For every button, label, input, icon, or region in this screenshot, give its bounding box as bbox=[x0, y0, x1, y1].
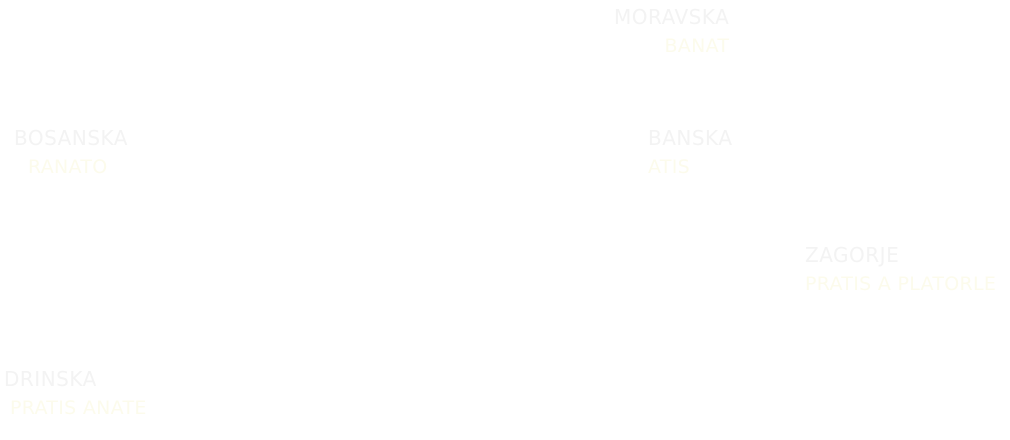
region-subtitle: ATIS bbox=[648, 156, 690, 178]
region-title: ZAGORJE bbox=[805, 243, 900, 267]
map-label-group: MORAVSKA BANAT bbox=[614, 3, 729, 61]
region-title: BANSKA bbox=[648, 126, 733, 150]
region-subtitle: BANAT bbox=[664, 35, 730, 57]
map-label-group: BOSANSKA RANATO bbox=[14, 124, 128, 182]
map-label-group: DRINSKA PRATIS ANATE bbox=[4, 365, 147, 423]
region-subtitle: PRATIS ANATE bbox=[10, 397, 147, 419]
region-title: MORAVSKA bbox=[614, 5, 730, 29]
region-subtitle: RANATO bbox=[28, 156, 108, 178]
map-label-group: ZAGORJE PRATIS A PLATORLE bbox=[805, 241, 996, 299]
region-title: BOSANSKA bbox=[14, 126, 128, 150]
region-subtitle: PRATIS A PLATORLE bbox=[805, 273, 997, 295]
map-label-group: BANSKA ATIS bbox=[648, 124, 733, 182]
region-title: DRINSKA bbox=[4, 367, 97, 391]
